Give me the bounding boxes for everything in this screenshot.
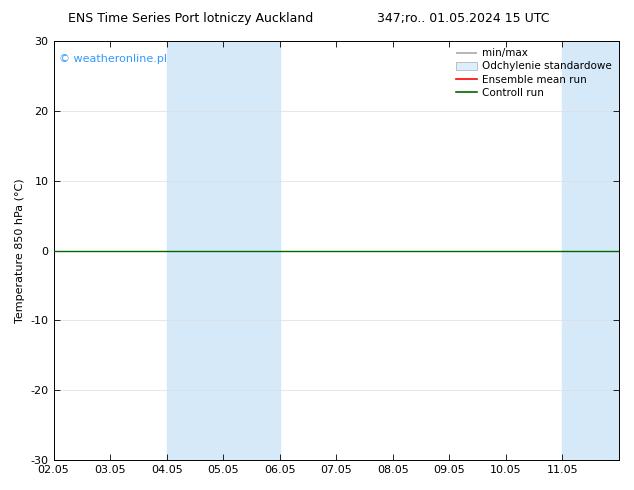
Text: ENS Time Series Port lotniczy Auckland: ENS Time Series Port lotniczy Auckland — [68, 12, 313, 25]
Text: © weatheronline.pl: © weatheronline.pl — [59, 53, 167, 64]
Bar — [562, 41, 619, 460]
Text: 347;ro.. 01.05.2024 15 UTC: 347;ro.. 01.05.2024 15 UTC — [377, 12, 549, 25]
Legend: min/max, Odchylenie standardowe, Ensemble mean run, Controll run: min/max, Odchylenie standardowe, Ensembl… — [452, 44, 616, 102]
Bar — [167, 41, 280, 460]
Y-axis label: Temperature 850 hPa (°C): Temperature 850 hPa (°C) — [15, 178, 25, 323]
